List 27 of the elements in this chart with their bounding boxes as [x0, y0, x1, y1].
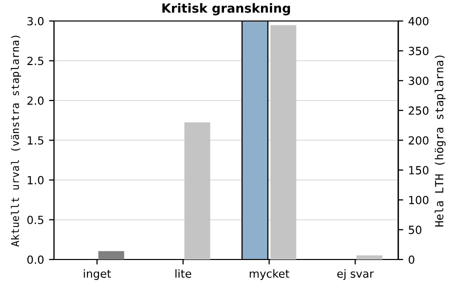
y-axis-title: Aktuellt urval (vänstra staplarna)	[10, 36, 22, 247]
x-tick-label: mycket	[250, 269, 290, 280]
y2-tick-label: 200	[408, 136, 428, 145]
y2-tick-label: 100	[409, 196, 428, 204]
y-tick-label: 2.0	[27, 96, 44, 105]
y2-tick-label: 300	[408, 76, 428, 86]
y-tick-label: 0.5	[27, 216, 44, 224]
y-tick-label: 0.0	[27, 255, 44, 264]
bar	[98, 251, 124, 260]
y2-tick-label: 250	[408, 106, 428, 115]
y-tick-label: 3.0	[27, 16, 44, 26]
y2-tick-label: 0	[408, 255, 414, 264]
y-tick-label: 1.0	[28, 176, 44, 184]
bar	[356, 255, 382, 260]
y-tick-label: 1.5	[28, 136, 44, 145]
bar	[184, 122, 210, 260]
x-tick-label: inget	[84, 269, 111, 280]
y-tick-label: 2.5	[27, 56, 44, 66]
bar	[270, 25, 296, 260]
y2-tick-label: 50	[408, 226, 422, 234]
x-tick-label: lite	[175, 269, 192, 278]
y2-tick-label: 400	[408, 16, 428, 26]
y2-axis-title: Hela LTH (högra staplarna)	[434, 56, 446, 226]
chart-title: Kritisk granskning	[162, 3, 290, 16]
x-tick-label: ej svar	[337, 269, 374, 280]
y2-tick-label: 350	[408, 46, 428, 56]
y2-tick-label: 150	[409, 166, 428, 174]
